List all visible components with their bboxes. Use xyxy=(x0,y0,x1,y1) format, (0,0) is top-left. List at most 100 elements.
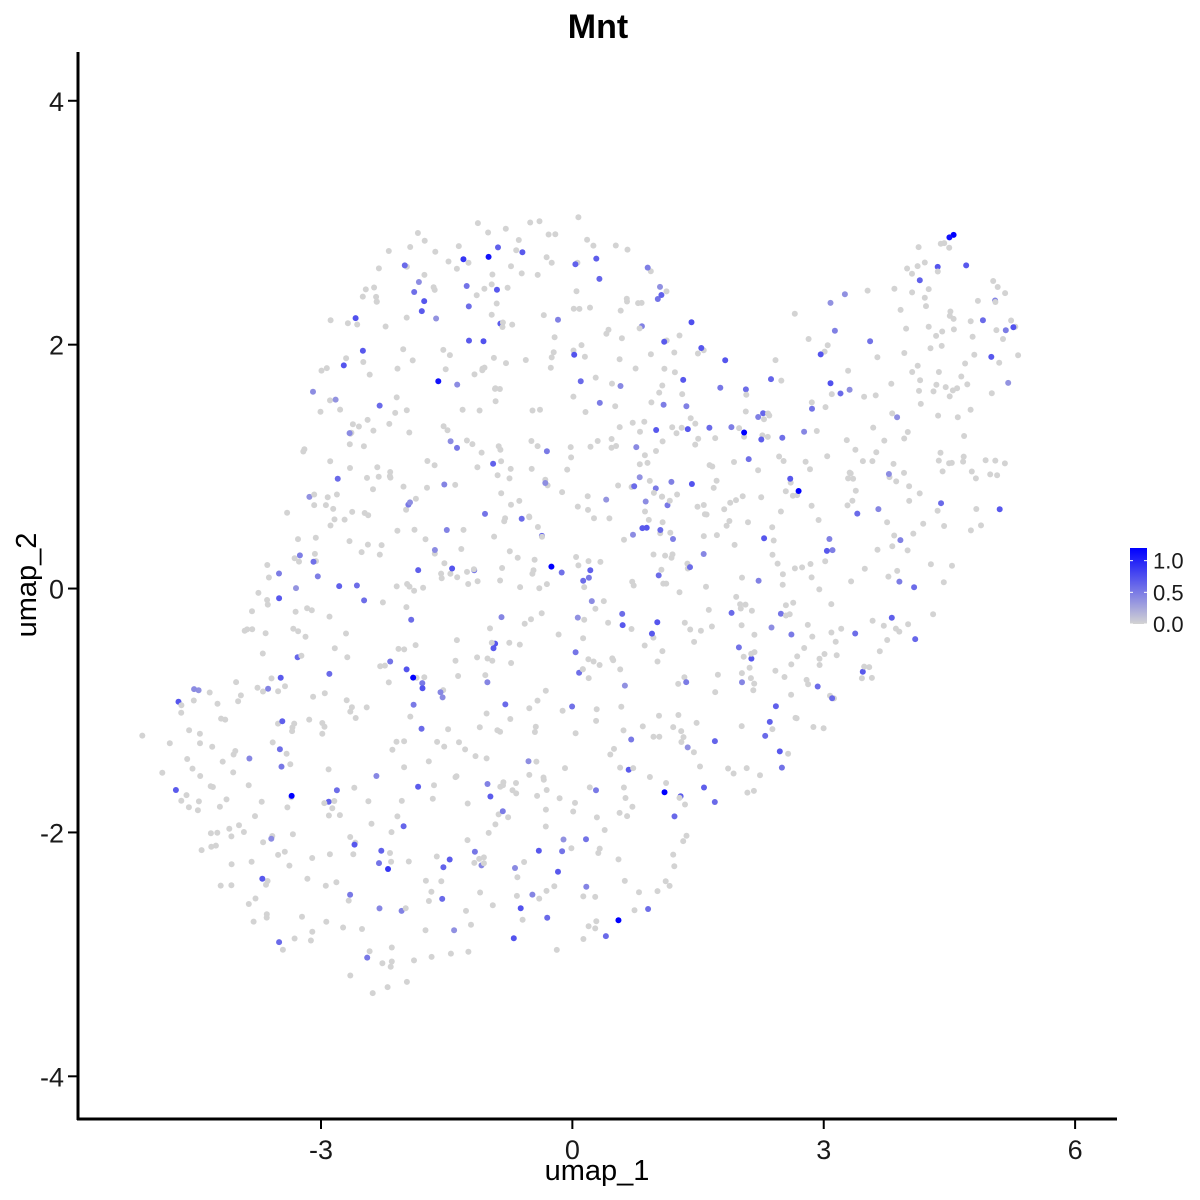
cell-point xyxy=(260,839,267,846)
cell-point xyxy=(503,360,509,367)
cell-point xyxy=(291,555,298,562)
cell-point xyxy=(934,263,941,270)
cell-point xyxy=(824,453,831,460)
cell-point xyxy=(459,406,466,413)
cell-point xyxy=(373,298,380,305)
cell-point xyxy=(178,709,185,716)
cell-point xyxy=(597,558,604,565)
cell-point xyxy=(295,536,301,543)
cell-point xyxy=(326,670,333,677)
cell-point xyxy=(341,516,348,523)
cell-point xyxy=(374,464,381,471)
cell-point xyxy=(869,617,876,624)
cell-point xyxy=(217,882,224,889)
cell-point xyxy=(805,336,812,342)
cell-point xyxy=(443,527,450,533)
cell-point xyxy=(404,581,411,587)
cell-point xyxy=(497,728,504,735)
cell-point xyxy=(428,953,435,960)
cell-point xyxy=(1002,290,1009,297)
cell-point xyxy=(826,536,833,542)
cell-point xyxy=(295,628,302,635)
cell-point xyxy=(559,489,566,496)
cell-point xyxy=(190,697,197,704)
cell-point xyxy=(993,327,1000,334)
cell-point xyxy=(519,916,526,923)
cell-point xyxy=(821,651,828,657)
cell-point xyxy=(733,497,739,504)
cell-point xyxy=(673,430,680,437)
cell-point xyxy=(765,410,771,417)
cell-point xyxy=(412,495,419,502)
cell-point xyxy=(585,656,592,663)
cell-point xyxy=(502,225,509,232)
cell-point xyxy=(785,750,792,757)
cell-point xyxy=(630,582,637,589)
cell-point xyxy=(387,474,394,481)
cell-point xyxy=(518,270,525,277)
cell-point xyxy=(364,954,371,961)
cell-point xyxy=(452,481,459,488)
cell-point xyxy=(915,244,922,251)
cell-point xyxy=(903,325,910,332)
cell-point xyxy=(370,486,376,493)
cell-point xyxy=(617,764,624,771)
cell-point xyxy=(249,608,255,615)
cell-point xyxy=(730,770,737,777)
cell-point xyxy=(731,541,738,548)
cell-point xyxy=(859,458,866,465)
cell-point xyxy=(867,338,874,345)
cell-point xyxy=(846,386,853,393)
cell-point xyxy=(495,811,502,818)
cell-point xyxy=(526,771,533,778)
cell-point xyxy=(319,720,326,726)
cell-point xyxy=(553,946,560,953)
cell-point xyxy=(375,473,382,480)
cell-point xyxy=(624,298,630,305)
cell-point xyxy=(514,554,521,561)
cell-point xyxy=(655,572,662,579)
cell-point xyxy=(537,406,543,413)
cell-point xyxy=(347,834,354,840)
cell-point xyxy=(469,441,476,448)
cell-point xyxy=(477,889,484,896)
cell-point xyxy=(624,813,631,820)
cell-point xyxy=(534,697,541,704)
cell-point xyxy=(619,622,626,629)
cell-point xyxy=(593,706,600,713)
cell-point xyxy=(606,515,613,522)
cell-point xyxy=(927,345,934,352)
cell-point xyxy=(701,784,707,791)
cell-point xyxy=(808,399,815,406)
cell-point xyxy=(630,531,636,538)
cell-point xyxy=(738,723,745,730)
cell-point xyxy=(387,658,394,665)
cell-point xyxy=(517,905,524,912)
cell-point xyxy=(804,621,811,628)
cell-point xyxy=(774,560,781,567)
cell-point xyxy=(881,437,888,444)
cell-point xyxy=(406,429,413,436)
cell-point xyxy=(400,823,407,830)
cell-point xyxy=(319,730,326,737)
cell-point xyxy=(282,683,288,690)
cell-point xyxy=(668,478,675,485)
cell-point xyxy=(548,563,555,570)
cell-point xyxy=(333,491,340,498)
cell-point xyxy=(920,520,927,527)
cell-point xyxy=(657,527,664,534)
cell-point xyxy=(441,481,448,488)
cell-point xyxy=(208,843,215,850)
cell-point xyxy=(259,650,266,657)
cell-point xyxy=(742,408,749,415)
cell-point xyxy=(666,882,673,889)
cell-point xyxy=(578,342,585,349)
cell-point xyxy=(620,784,627,791)
cell-point xyxy=(609,655,616,662)
cell-point xyxy=(474,464,481,471)
cell-point xyxy=(949,562,955,569)
cell-point xyxy=(688,481,695,487)
cell-point xyxy=(751,631,758,638)
cell-point xyxy=(415,567,422,574)
cell-point xyxy=(276,570,282,577)
